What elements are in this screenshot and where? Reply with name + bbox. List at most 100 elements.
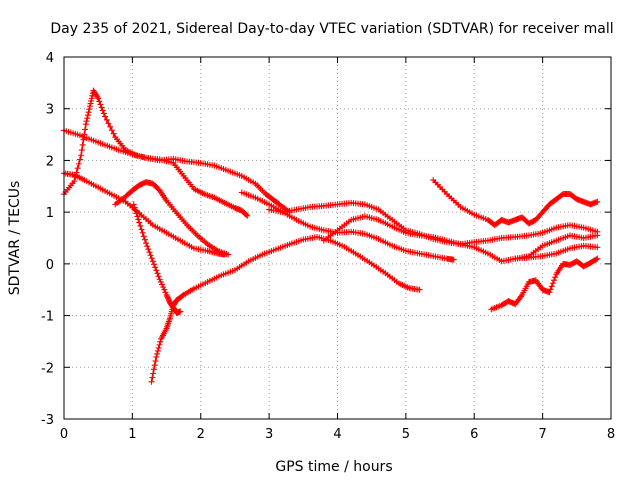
data-point [102,113,109,120]
data-point [88,97,95,104]
data-point [97,101,104,108]
series-line [150,236,420,382]
data-point [135,216,142,223]
data-point [87,100,94,107]
x-tick-label: 0 [60,427,68,442]
data-point [132,207,139,214]
data-point [161,286,168,293]
data-point [149,374,156,381]
data-point [141,236,148,243]
data-point [152,358,159,365]
data-point [156,276,163,283]
data-point [551,277,558,284]
data-point [154,350,161,357]
data-point [594,198,601,205]
series-satellite-track-10 [430,177,601,229]
data-point [416,286,423,293]
data-point [157,338,164,345]
data-point [548,283,555,290]
data-point [99,107,106,114]
data-point [593,256,600,263]
data-point [244,212,251,219]
x-axis-label: GPS time / hours [275,459,392,475]
y-tick-label: 0 [46,258,54,273]
data-point [155,273,162,280]
data-point [78,147,85,154]
series-satellite-track-3 [61,87,293,216]
data-point [82,126,89,133]
data-point [594,232,601,239]
data-point [76,156,83,163]
data-point [84,112,91,119]
data-point [163,291,170,298]
plot-frame [63,56,612,420]
x-tick-label: 5 [402,427,410,442]
series-line [132,204,181,315]
series-satellite-track-6 [148,233,423,385]
x-tick-label: 7 [538,427,546,442]
x-tick-label: 1 [128,427,136,442]
data-point [136,219,143,226]
data-point [83,118,90,125]
data-point [139,229,146,236]
data-point [164,293,171,300]
y-axis-label: SDTVAR / TECUs [7,181,23,296]
data-point [165,297,172,304]
data-point [144,243,151,250]
data-point [177,308,184,315]
data-point [73,169,80,176]
y-tick-label: -2 [41,361,54,376]
data-point [450,256,457,263]
data-series [61,87,601,385]
data-point [133,210,140,217]
data-point [110,130,117,137]
data-point [138,226,145,233]
data-point [81,131,88,138]
y-tick-label: -1 [41,310,54,325]
data-point [157,278,164,285]
data-point [137,222,144,229]
data-point [552,274,559,281]
data-point [154,347,161,354]
data-point [159,281,166,288]
y-tick-label: -3 [41,413,54,428]
data-point [150,370,157,377]
data-point [98,104,105,111]
data-point [145,246,152,253]
data-point [84,115,91,122]
data-point [147,252,154,259]
axis-ticks: 0 1 2 3 4 5 6 7 8 -3 -2 -1 0 1 2 3 4 [41,51,615,442]
data-point [75,160,82,167]
data-point [96,98,103,105]
data-point [86,103,93,110]
data-point [88,95,95,102]
data-point [72,173,79,180]
data-point [151,362,158,369]
data-point [95,95,102,102]
data-point [162,289,169,296]
data-point [153,353,160,360]
data-point [79,141,86,148]
data-point [94,94,101,101]
chart-title: Day 235 of 2021, Sidereal Day-to-day VTE… [50,21,613,37]
x-tick-label: 2 [197,427,205,442]
data-point [243,211,250,218]
data-point [71,178,78,185]
data-point [549,280,556,287]
data-point [134,213,141,220]
series-satellite-track-12 [512,232,601,262]
data-point [164,294,171,301]
data-point [154,270,161,277]
y-tick-label: 2 [46,154,54,169]
data-point [74,165,81,172]
data-point [148,378,155,385]
data-point [86,106,93,113]
data-point [225,251,232,258]
data-point [130,201,137,208]
series-satellite-track-11 [488,255,601,313]
data-point [146,249,153,256]
series-satellite-track-8 [266,199,601,248]
y-tick-label: 3 [46,103,54,118]
